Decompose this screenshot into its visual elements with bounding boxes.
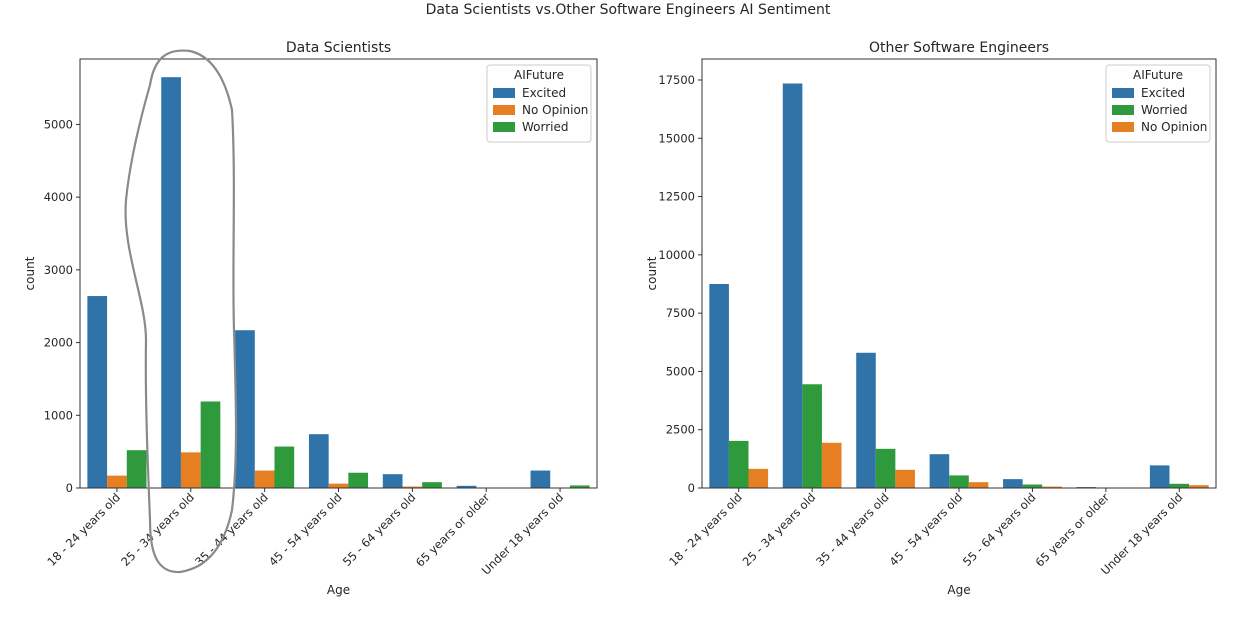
- x-tick-label: Under 18 years old: [1098, 490, 1185, 577]
- bar-no-opinion-0: [748, 468, 769, 488]
- chart-panel-2: 0 2500 5000 7500 10000 12500 15000 17500 18 - 24…: [645, 40, 1217, 597]
- bar-excited-0: [87, 296, 108, 488]
- bar-no-opinion-0: [107, 475, 127, 488]
- figure-suptitle: Data Scientists vs.Other Software Engine…: [426, 2, 831, 18]
- bar-no-opinion-6: [1189, 485, 1209, 488]
- bar-no-opinion-4: [1042, 486, 1062, 488]
- x-tick-label: 65 years or older: [1033, 490, 1113, 570]
- bar-excited-0: [709, 283, 729, 488]
- legend: AIFuture Excited No Opinion Worried: [486, 64, 592, 143]
- bar-no-opinion-3: [968, 482, 989, 488]
- bar-excited-5: [456, 485, 477, 488]
- bar-excited-2: [235, 330, 255, 488]
- bar-worried-6: [569, 485, 590, 488]
- legend-entry-label: Worried: [522, 120, 569, 134]
- x-tick-label: 65 years or older: [413, 490, 493, 570]
- legend-entry-label: Excited: [1141, 86, 1185, 100]
- x-tick-label: 35 - 44 years old: [192, 490, 271, 569]
- y-tick-label: 17500: [658, 73, 695, 87]
- bar-worried-0: [728, 440, 749, 488]
- bar-worried-1: [200, 401, 221, 488]
- bar-excited-3: [308, 434, 329, 488]
- x-axis-label: Age: [947, 583, 970, 597]
- bar-no-opinion-3: [328, 483, 349, 488]
- y-tick-label: 5000: [44, 117, 73, 131]
- y-tick-label: 4000: [44, 190, 73, 204]
- bar-no-opinion-1: [180, 452, 201, 488]
- x-tick-label: 55 - 64 years old: [960, 490, 1039, 569]
- y-tick-label: 7500: [666, 306, 695, 320]
- bar-no-opinion-4: [402, 486, 423, 488]
- x-tick-label: 18 - 24 years old: [44, 490, 123, 569]
- bar-no-opinion-2: [254, 470, 275, 488]
- legend-title: AIFuture: [514, 68, 564, 82]
- x-tick-label: 18 - 24 years old: [666, 490, 745, 569]
- legend: AIFuture Excited Worried No Opinion: [1105, 64, 1211, 143]
- chart-title: Other Software Engineers: [869, 40, 1049, 56]
- x-tick-label: 25 - 34 years old: [740, 490, 819, 569]
- y-axis-label: count: [645, 256, 659, 290]
- bar-worried-2: [875, 448, 896, 488]
- y-tick-label: 2000: [44, 336, 73, 350]
- legend-swatch-worried: [1112, 105, 1134, 115]
- legend-entry-label: Worried: [1141, 103, 1188, 117]
- legend-entry-label: No Opinion: [1141, 120, 1207, 134]
- x-tick-label: 45 - 54 years old: [886, 490, 965, 569]
- x-tick-label: 25 - 34 years old: [118, 490, 197, 569]
- y-tick-label: 1000: [44, 408, 73, 422]
- bar-worried-6: [1169, 483, 1190, 488]
- hand-drawn-circle-annotation: [124, 49, 238, 574]
- legend-swatch-excited: [1112, 88, 1134, 98]
- y-tick-label: 10000: [658, 248, 695, 262]
- bar-excited-1: [161, 77, 181, 489]
- y-tick-label: 2500: [666, 423, 695, 437]
- bar-worried-3: [949, 475, 969, 488]
- x-tick-label: 55 - 64 years old: [340, 490, 419, 569]
- legend-title: AIFuture: [1133, 68, 1183, 82]
- bar-excited-3: [929, 454, 950, 488]
- chart-title: Data Scientists: [286, 40, 391, 56]
- bar-excited-4: [1003, 479, 1023, 488]
- x-tick-label: 45 - 54 years old: [266, 490, 345, 569]
- y-tick-label: 15000: [658, 131, 695, 145]
- legend-swatch-no-opinion: [1112, 122, 1134, 132]
- bar-worried-4: [422, 482, 442, 488]
- bar-worried-1: [802, 384, 822, 488]
- legend-entry-label: No Opinion: [522, 103, 588, 117]
- bar-worried-0: [126, 450, 147, 488]
- x-axis-label: Age: [327, 583, 350, 597]
- x-tick-label: 35 - 44 years old: [813, 490, 892, 569]
- legend-entry-label: Excited: [522, 86, 566, 100]
- bar-no-opinion-1: [821, 442, 842, 488]
- x-tick-label: Under 18 years old: [479, 490, 566, 577]
- bar-excited-4: [382, 474, 403, 488]
- y-tick-label: 0: [66, 481, 73, 495]
- bar-worried-2: [274, 446, 295, 488]
- y-tick-label: 12500: [658, 190, 695, 204]
- bar-worried-3: [348, 472, 369, 488]
- chart-panel-1: 0 1000 2000 3000 4000 5000 18 - 24 years old25…: [23, 40, 598, 597]
- legend-swatch-excited: [493, 88, 515, 98]
- bar-excited-6: [530, 470, 551, 488]
- y-axis-label: count: [23, 256, 37, 290]
- bar-no-opinion-2: [895, 469, 915, 488]
- bar-worried-4: [1022, 484, 1043, 488]
- bar-excited-1: [782, 83, 803, 488]
- bar-excited-6: [1149, 465, 1170, 488]
- y-tick-label: 5000: [666, 364, 695, 378]
- bar-excited-2: [856, 352, 876, 488]
- legend-swatch-no-opinion: [493, 105, 515, 115]
- y-tick-label: 3000: [44, 263, 73, 277]
- legend-swatch-worried: [493, 122, 515, 132]
- y-tick-label: 0: [688, 481, 695, 495]
